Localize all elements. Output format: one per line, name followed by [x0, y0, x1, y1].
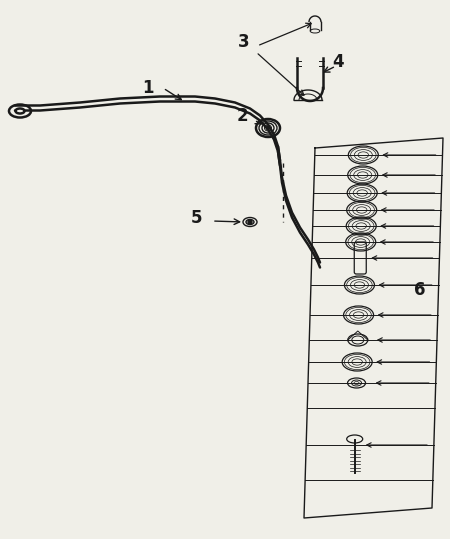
Text: 3: 3 — [238, 33, 250, 51]
Circle shape — [248, 220, 252, 224]
Text: 6: 6 — [414, 281, 426, 299]
Text: 1: 1 — [142, 79, 154, 97]
Text: 5: 5 — [190, 209, 202, 227]
Circle shape — [266, 127, 270, 129]
Text: 4: 4 — [332, 53, 344, 71]
Ellipse shape — [15, 108, 24, 114]
Text: 2: 2 — [236, 107, 248, 125]
